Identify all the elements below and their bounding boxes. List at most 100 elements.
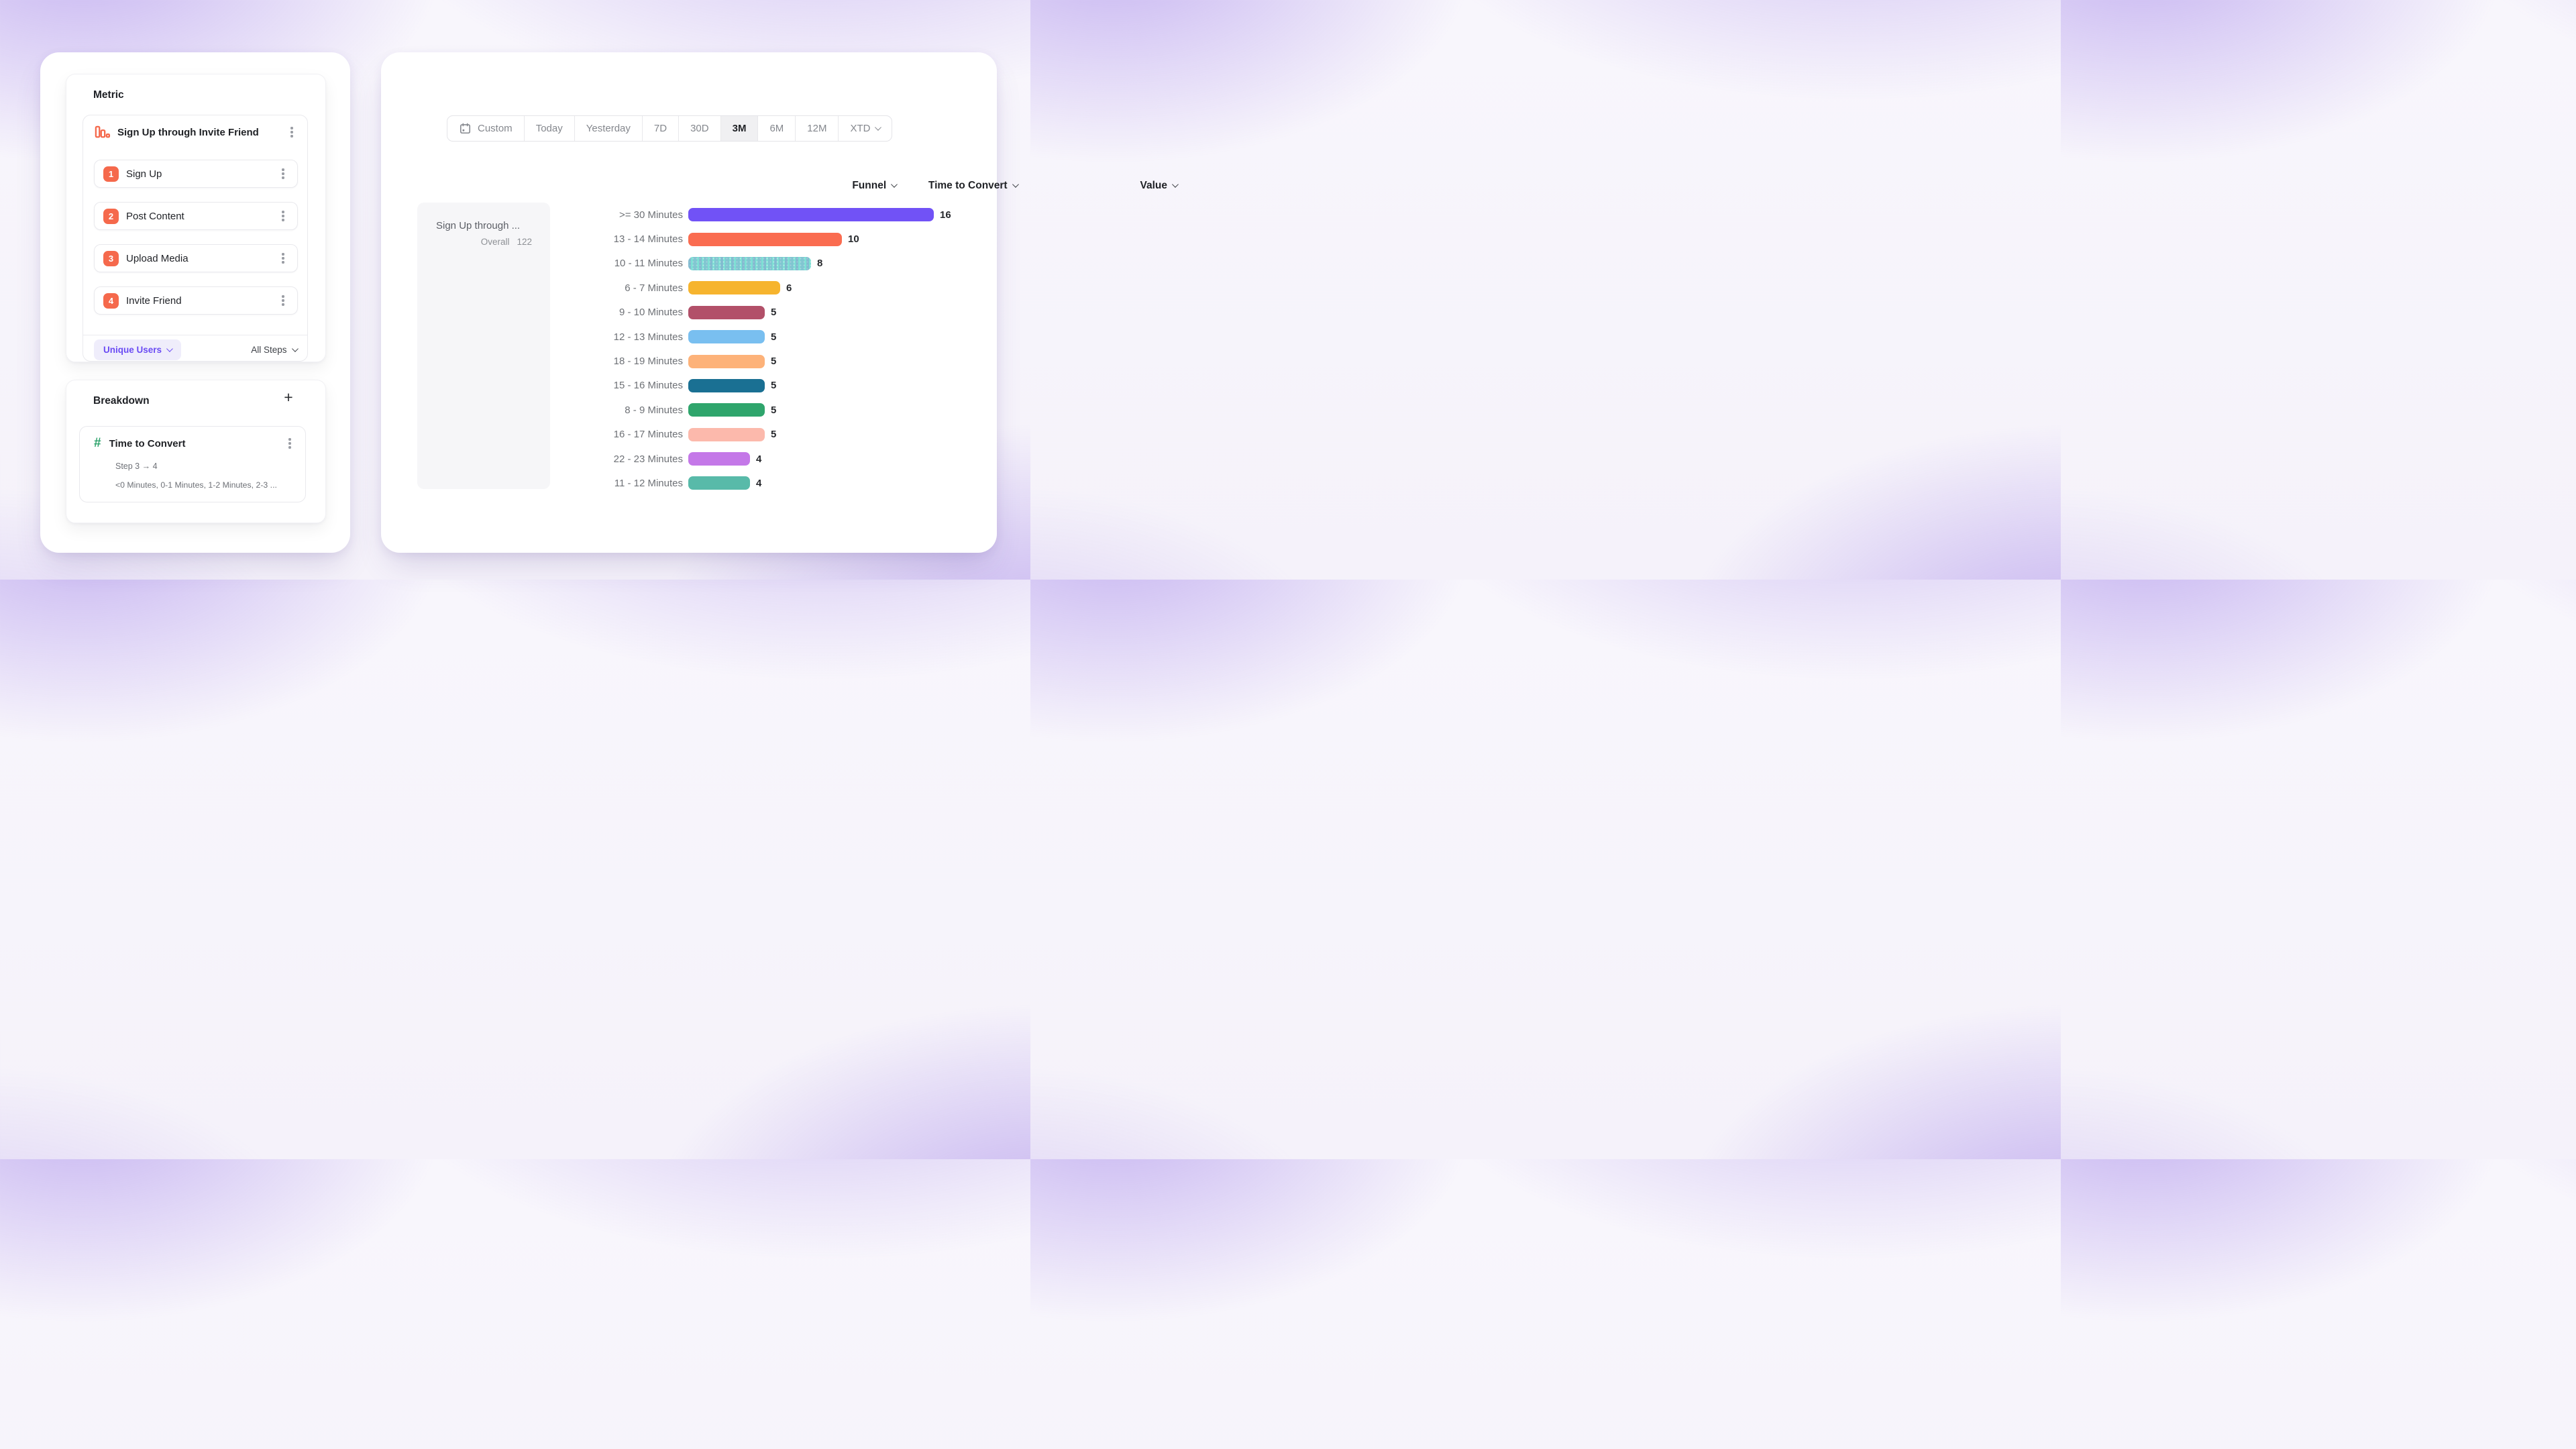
- report-panel: Custom Today Yesterday 7D 30D 3M 6M 12M XTD Funn…: [381, 52, 1179, 553]
- chevron-down-icon: [891, 180, 898, 187]
- bar-value-label: 5: [771, 356, 777, 368]
- date-range-option-xtd[interactable]: XTD: [839, 116, 892, 141]
- date-range-option-12m[interactable]: 12M: [796, 116, 839, 141]
- step-number-badge: 2: [103, 208, 119, 224]
- breakdown-property-card[interactable]: # Time to Convert Step 3 → 4 <0 Minutes,…: [79, 426, 306, 502]
- breakdown-step-range: Step 3 → 4: [115, 462, 158, 471]
- bar-category-label: 11 - 12 Minutes: [614, 477, 683, 489]
- metric-section-title: Metric: [93, 89, 124, 101]
- bar-row: 8 - 9 Minutes 5: [557, 398, 986, 422]
- bar[interactable]: [688, 256, 811, 270]
- query-builder-panel: Metric Sign Up through Invite Friend 1 Si…: [40, 52, 350, 553]
- date-range-option-label: Custom: [478, 123, 513, 134]
- step-label: Upload Media: [126, 252, 189, 264]
- step-label: Invite Friend: [126, 294, 182, 307]
- more-options-button[interactable]: [277, 294, 289, 307]
- bar-row: >= 30 Minutes 16: [557, 203, 986, 227]
- bar-value-label: 16: [940, 209, 951, 221]
- date-range-option-label: 7D: [653, 123, 667, 134]
- date-range-option-30d[interactable]: 30D: [679, 116, 721, 141]
- date-range-option-label: 6M: [769, 123, 784, 134]
- funnel-step-row-3[interactable]: 3 Upload Media: [94, 244, 298, 272]
- bar-category-label: 9 - 10 Minutes: [619, 307, 683, 319]
- breakdown-section-title: Breakdown: [93, 395, 150, 407]
- bar[interactable]: [688, 208, 934, 222]
- more-options-button[interactable]: [284, 437, 296, 449]
- funnel-step-row-2[interactable]: 2 Post Content: [94, 202, 298, 230]
- more-options-button[interactable]: [277, 168, 289, 180]
- bar-category-label: 6 - 7 Minutes: [625, 282, 683, 294]
- funnel-chart-icon: [94, 124, 111, 141]
- funnel-summary-card[interactable]: Sign Up through ... Overall 122: [417, 203, 550, 489]
- bar-row: 18 - 19 Minutes 5: [557, 349, 986, 373]
- bar-row: 22 - 23 Minutes 4: [557, 447, 986, 471]
- bar[interactable]: [688, 378, 765, 392]
- date-range-option-3m[interactable]: 3M: [720, 116, 759, 141]
- funnel-step-row-4[interactable]: 4 Invite Friend: [94, 286, 298, 315]
- metric-section: Metric Sign Up through Invite Friend 1 Si…: [66, 74, 326, 362]
- bar[interactable]: [688, 305, 765, 319]
- bar-value-label: 5: [771, 380, 777, 392]
- date-range-option-label: 3M: [732, 123, 747, 134]
- steps-filter-label: All Steps: [251, 345, 287, 355]
- funnel-metric-name: Sign Up through Invite Friend: [117, 126, 259, 138]
- bar-row: 9 - 10 Minutes 5: [557, 301, 986, 325]
- funnel-step-row-1[interactable]: 1 Sign Up: [94, 160, 298, 188]
- bar-row: 13 - 14 Minutes 10: [557, 227, 986, 251]
- bar[interactable]: [688, 476, 750, 490]
- bar-value-label: 6: [786, 282, 792, 294]
- date-range-option-label: 30D: [690, 123, 709, 134]
- funnel-metric-row[interactable]: Sign Up through Invite Friend: [83, 115, 307, 149]
- date-range-option-yesterday[interactable]: Yesterday: [575, 116, 643, 141]
- chevron-down-icon: [166, 345, 173, 352]
- add-breakdown-button[interactable]: +: [284, 388, 293, 406]
- more-options-button[interactable]: [277, 210, 289, 222]
- bar-category-label: >= 30 Minutes: [619, 209, 683, 221]
- overall-label: Overall: [480, 237, 510, 247]
- bar-value-label: 10: [848, 233, 859, 246]
- more-options-button[interactable]: [286, 126, 298, 138]
- chevron-down-icon: [875, 124, 882, 131]
- date-range-option-today[interactable]: Today: [525, 116, 575, 141]
- date-range-option-custom[interactable]: Custom: [447, 116, 525, 141]
- bar-value-label: 5: [771, 331, 777, 343]
- date-range-option-label: Yesterday: [586, 123, 631, 134]
- bar-value-label: 5: [771, 404, 777, 416]
- bar-row: 10 - 11 Minutes 8: [557, 252, 986, 276]
- chevron-down-icon: [291, 345, 299, 352]
- breakdown-property-name: Time to Convert: [109, 437, 186, 449]
- bar-row: 16 - 17 Minutes 5: [557, 423, 986, 447]
- date-range-option-label: Today: [535, 123, 563, 134]
- counting-method-dropdown[interactable]: Unique Users: [94, 339, 181, 360]
- column-header-funnel[interactable]: Funnel: [807, 180, 941, 192]
- step-label: Post Content: [126, 210, 184, 222]
- bar[interactable]: [688, 403, 765, 417]
- funnel-metric-group: Sign Up through Invite Friend 1 Sign Up 2 P…: [83, 115, 308, 362]
- column-header-value-label: Value: [1140, 180, 1168, 191]
- bar-category-label: 13 - 14 Minutes: [613, 233, 683, 246]
- bar-value-label: 5: [771, 429, 777, 441]
- date-range-option-7d[interactable]: 7D: [643, 116, 680, 141]
- column-header-funnel-label: Funnel: [852, 180, 887, 191]
- bar[interactable]: [688, 232, 842, 246]
- bar[interactable]: [688, 281, 780, 295]
- bar[interactable]: [688, 427, 765, 441]
- bar-category-label: 16 - 17 Minutes: [613, 429, 683, 441]
- step-label: Sign Up: [126, 168, 162, 180]
- column-header-value[interactable]: Value: [1091, 180, 1226, 192]
- steps-filter-dropdown[interactable]: All Steps: [251, 339, 299, 360]
- date-range-option-6m[interactable]: 6M: [758, 116, 796, 141]
- bar[interactable]: [688, 354, 765, 368]
- breakdown-section: Breakdown + # Time to Convert Step 3 → 4…: [66, 380, 326, 523]
- step-number-badge: 3: [103, 250, 119, 266]
- bar-value-label: 8: [817, 258, 823, 270]
- bar[interactable]: [688, 330, 765, 344]
- bar-value-label: 5: [771, 307, 777, 319]
- column-header-time-to-convert[interactable]: Time to Convert: [906, 180, 1040, 192]
- bar[interactable]: [688, 452, 750, 466]
- step-number-badge: 1: [103, 166, 119, 182]
- more-options-button[interactable]: [277, 252, 289, 264]
- bar-row: 12 - 13 Minutes 5: [557, 325, 986, 349]
- date-range-option-label: XTD: [850, 123, 871, 134]
- bar-row: 15 - 16 Minutes 5: [557, 374, 986, 398]
